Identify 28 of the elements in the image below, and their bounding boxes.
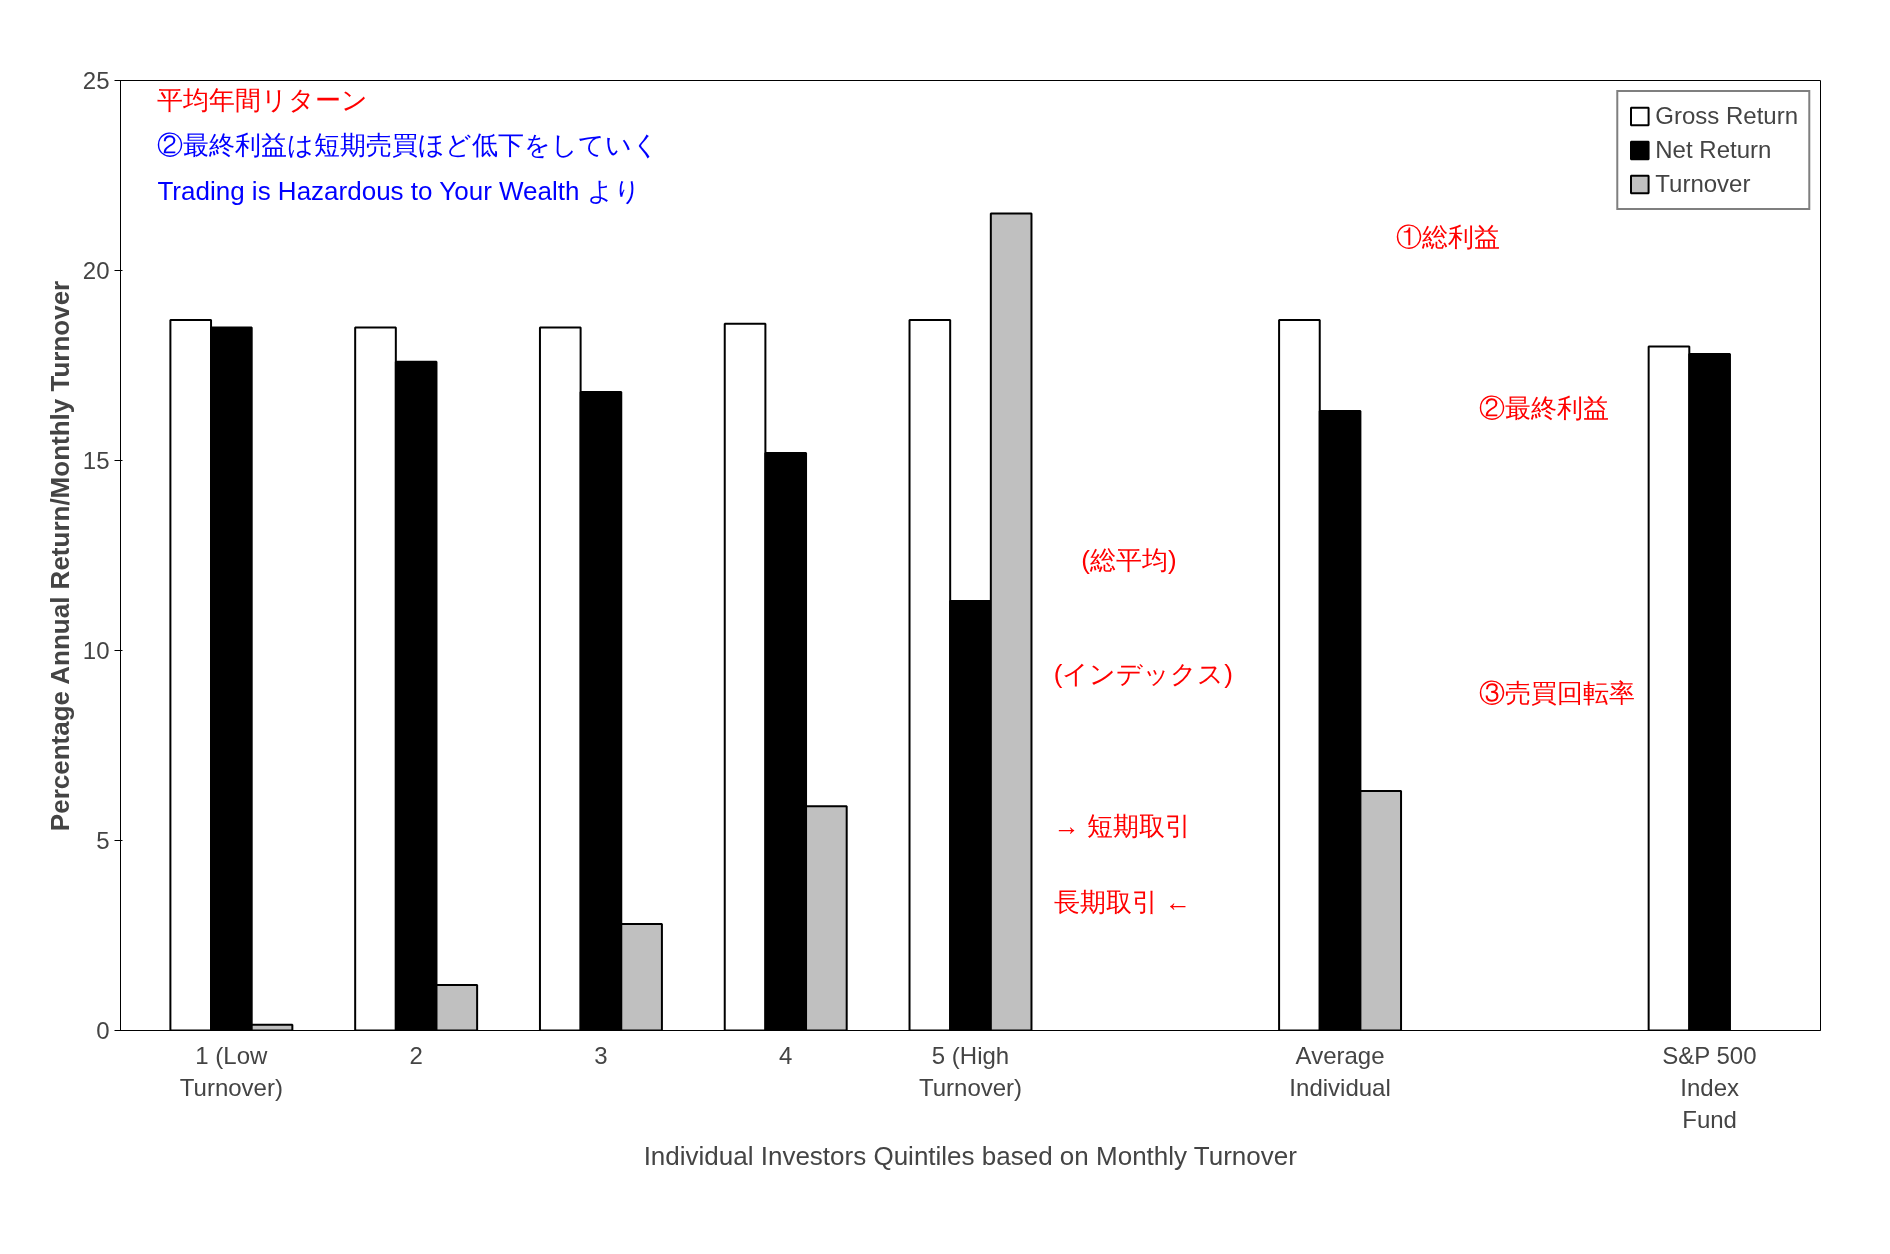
y-tick-label: 0 [96, 1017, 110, 1044]
y-tick-label: 20 [82, 257, 110, 284]
x-tick-label: 2 [409, 1041, 423, 1069]
x-tick-label: 4 [779, 1041, 793, 1069]
x-tick-label: 5 (High Turnover) [918, 1041, 1023, 1101]
annotation: Trading is Hazardous to Your Wealth より [157, 175, 641, 206]
annotation: ②最終利益は短期売買ほど低下をしていく [157, 130, 660, 161]
annotation: (総平均) [1081, 544, 1177, 575]
x-tick-label: 1 (Low Turnover) [179, 1041, 283, 1101]
y-axis-title: Percentage Annual Return/Monthly Turnover [44, 280, 75, 832]
y-tick-label: 10 [82, 637, 110, 664]
y-tick-label: 5 [96, 827, 110, 854]
legend-label: Net Return [1655, 136, 1772, 164]
y-tick-label: 25 [82, 67, 110, 94]
annotation: → 短期取引 [1053, 810, 1191, 841]
legend-label: Turnover [1655, 170, 1751, 198]
annotation: ③売買回転率 [1478, 677, 1635, 708]
annotation: ②最終利益 [1478, 392, 1609, 423]
x-tick-label: Average Individual [1289, 1041, 1391, 1101]
annotation: (インデックス) [1053, 658, 1233, 689]
y-tick-label: 15 [82, 447, 110, 474]
x-tick-label: S&P 500 Index Fund [1662, 1041, 1757, 1134]
annotation: ①総利益 [1395, 221, 1500, 252]
legend-label: Gross Return [1655, 102, 1798, 130]
annotation: 平均年間リターン [157, 84, 369, 115]
x-tick-label: 3 [594, 1041, 608, 1069]
x-axis-title: Individual Investors Quintiles based on Monthly Turnover [643, 1141, 1298, 1172]
annotation: 長期取引 ← [1053, 886, 1191, 917]
